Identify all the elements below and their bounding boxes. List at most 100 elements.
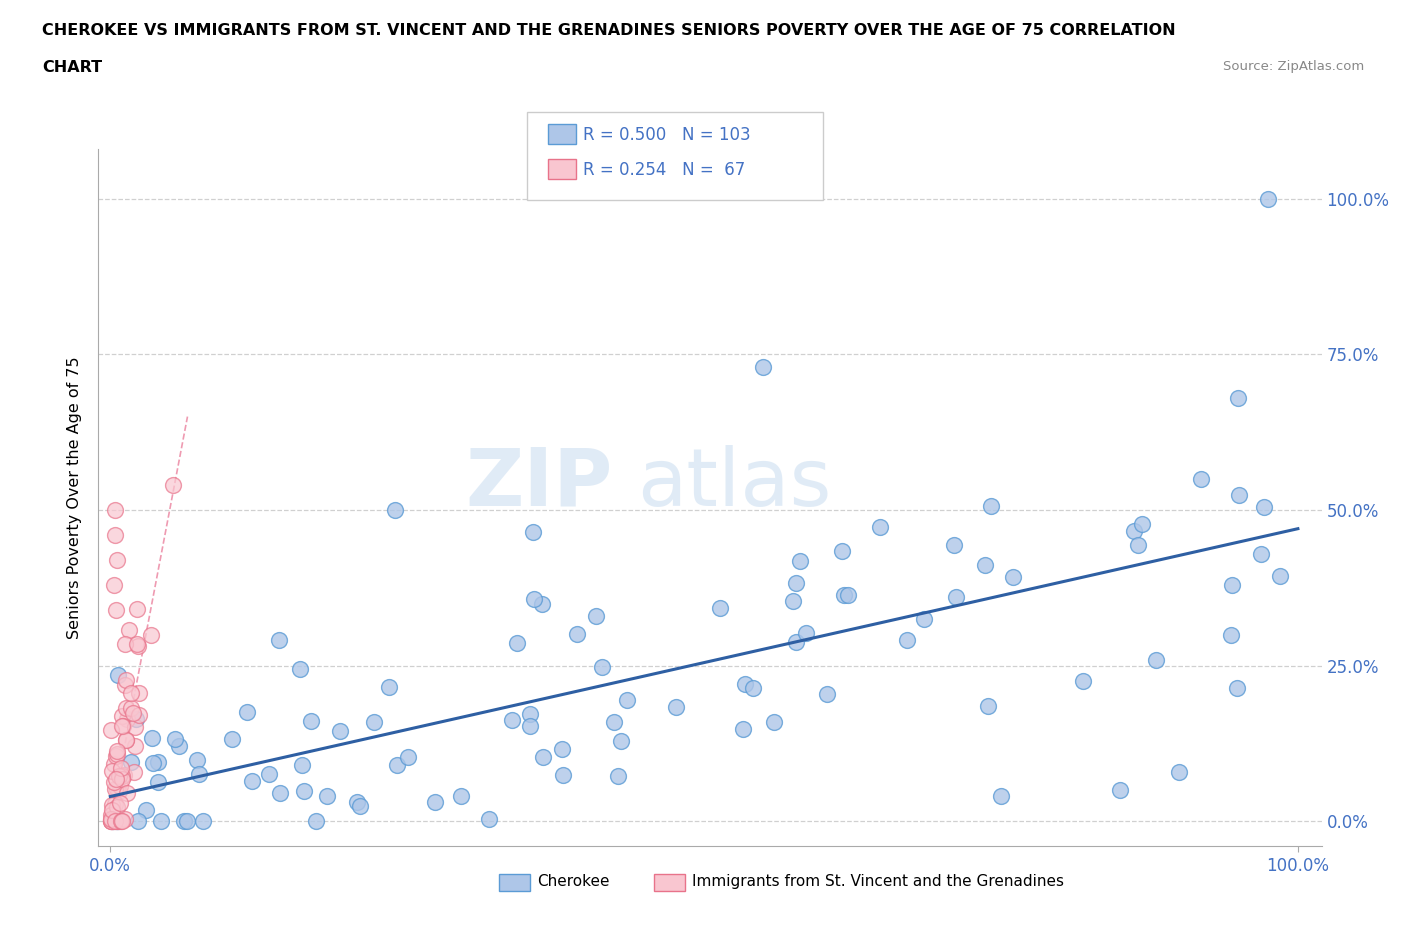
Point: [1168, 764, 1191, 779]
Point: [1126, 538, 1149, 552]
Point: [107, 784, 129, 799]
Point: [111, 771, 134, 786]
Text: Cherokee: Cherokee: [537, 874, 610, 889]
Point: [120, 700, 142, 715]
Point: [1130, 516, 1153, 531]
Point: [785, 576, 807, 591]
Point: [973, 557, 995, 572]
Point: [519, 719, 541, 734]
Point: [837, 588, 859, 603]
Point: [124, 720, 146, 735]
Point: [104, 781, 127, 796]
Point: [305, 814, 328, 829]
Point: [349, 799, 371, 814]
Point: [1268, 568, 1291, 583]
Point: [945, 590, 967, 604]
Point: [834, 588, 856, 603]
Point: [731, 722, 754, 737]
Point: [1189, 472, 1212, 487]
Point: [980, 499, 1002, 514]
Point: [519, 707, 541, 722]
Point: [522, 525, 544, 539]
Point: [120, 685, 142, 700]
Point: [104, 797, 127, 812]
Point: [990, 789, 1012, 804]
Point: [567, 626, 589, 641]
Point: [100, 807, 122, 822]
Point: [115, 700, 138, 715]
Point: [114, 812, 136, 827]
Point: [105, 814, 128, 829]
Point: [176, 814, 198, 829]
Point: [127, 638, 149, 653]
Point: [551, 767, 574, 782]
Point: [128, 685, 150, 700]
Point: [127, 814, 149, 829]
Point: [101, 797, 124, 812]
Point: [815, 686, 838, 701]
Point: [610, 734, 633, 749]
Point: [1226, 681, 1249, 696]
Point: [103, 814, 125, 829]
Text: atlas: atlas: [637, 445, 831, 523]
Point: [585, 609, 607, 624]
Point: [1220, 628, 1243, 643]
Point: [101, 803, 124, 817]
Point: [794, 626, 817, 641]
Text: Immigrants from St. Vincent and the Grenadines: Immigrants from St. Vincent and the Gren…: [692, 874, 1064, 889]
Point: [108, 768, 131, 783]
Point: [100, 812, 122, 827]
Point: [101, 814, 124, 829]
Point: [103, 774, 125, 789]
Point: [363, 714, 385, 729]
Point: [752, 359, 775, 374]
Point: [329, 724, 352, 738]
Point: [506, 635, 529, 650]
Text: R = 0.254   N =  67: R = 0.254 N = 67: [583, 161, 745, 179]
Point: [146, 755, 169, 770]
Point: [110, 778, 132, 793]
Point: [118, 623, 141, 638]
Point: [789, 553, 811, 568]
Point: [104, 771, 127, 786]
Point: [103, 578, 125, 592]
Point: [742, 681, 765, 696]
Point: [167, 738, 190, 753]
Text: Source: ZipAtlas.com: Source: ZipAtlas.com: [1223, 60, 1364, 73]
Point: [221, 732, 243, 747]
Text: R = 0.500   N = 103: R = 0.500 N = 103: [583, 126, 751, 143]
Point: [115, 732, 138, 747]
Point: [104, 527, 127, 542]
Point: [523, 592, 546, 607]
Point: [1250, 547, 1272, 562]
Point: [603, 715, 626, 730]
Point: [105, 746, 128, 761]
Point: [291, 757, 314, 772]
Point: [785, 634, 807, 649]
Point: [423, 794, 446, 809]
Point: [450, 788, 472, 803]
Point: [977, 698, 1000, 713]
Point: [257, 766, 280, 781]
Point: [551, 741, 574, 756]
Point: [762, 715, 785, 730]
Point: [101, 814, 124, 829]
Point: [1002, 569, 1025, 584]
Point: [107, 552, 129, 567]
Point: [665, 699, 688, 714]
Point: [1253, 499, 1275, 514]
Point: [162, 478, 184, 493]
Point: [150, 814, 173, 829]
Point: [111, 814, 134, 829]
Point: [942, 538, 965, 552]
Point: [269, 786, 291, 801]
Point: [831, 544, 853, 559]
Point: [111, 709, 134, 724]
Point: [173, 814, 195, 829]
Point: [709, 601, 731, 616]
Point: [1144, 653, 1167, 668]
Point: [128, 707, 150, 722]
Point: [186, 752, 208, 767]
Point: [385, 757, 408, 772]
Point: [288, 662, 311, 677]
